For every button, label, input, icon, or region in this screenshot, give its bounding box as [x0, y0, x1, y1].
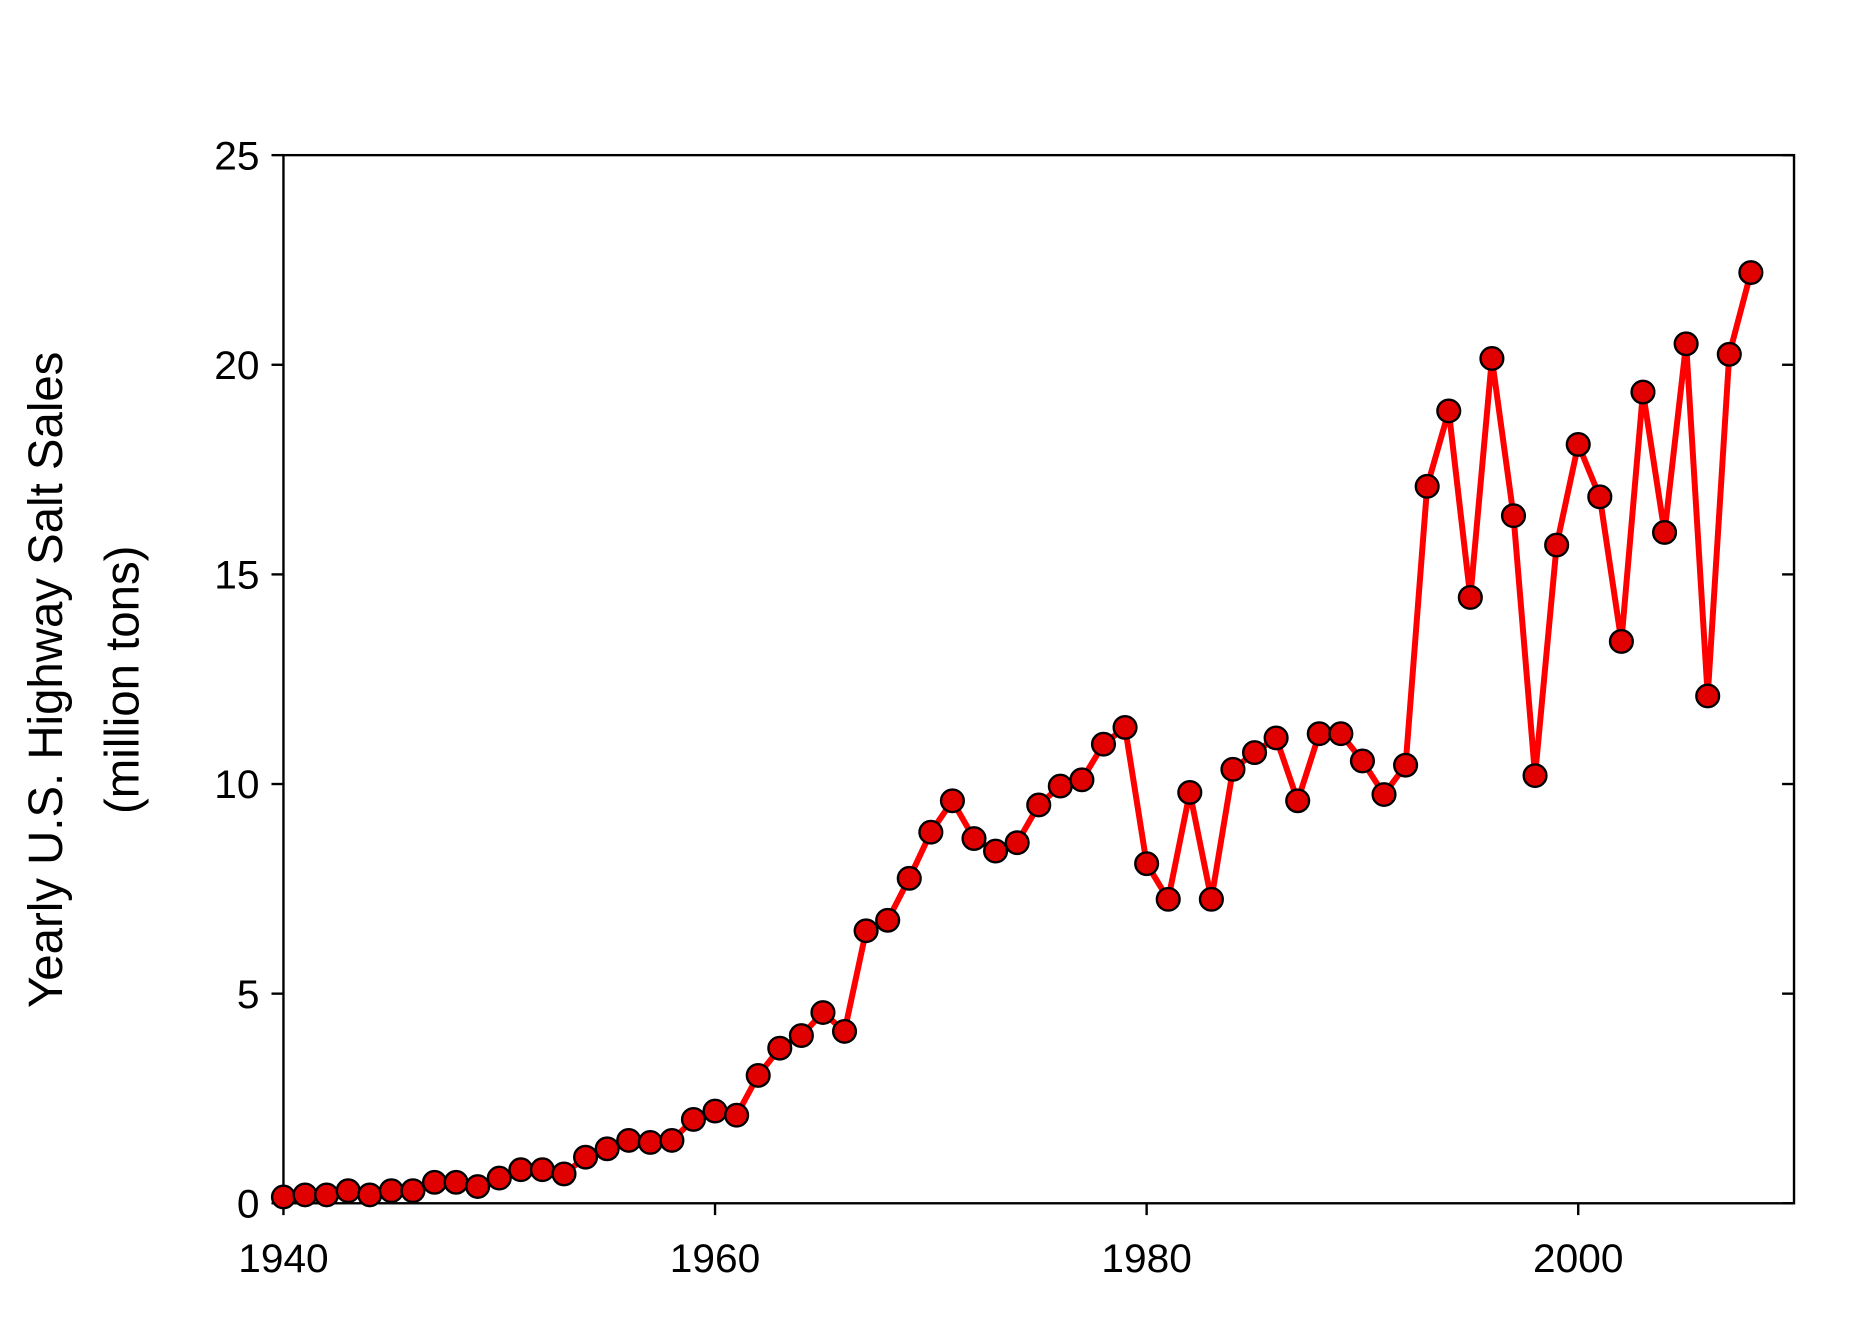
- data-point: [1263, 725, 1289, 751]
- data-point: [853, 918, 879, 944]
- data-point: [659, 1127, 685, 1153]
- data-point: [1608, 629, 1634, 654]
- y-label-line: (million tons): [97, 546, 150, 814]
- data-point: [551, 1161, 577, 1187]
- data-point: [1004, 830, 1030, 856]
- data-point: [1695, 683, 1721, 709]
- data-point: [1177, 779, 1203, 805]
- data-point: [1069, 767, 1095, 793]
- data-point: [1500, 503, 1527, 529]
- data-point: [1349, 748, 1375, 774]
- data-point: [292, 1182, 318, 1208]
- x-tick-label: 1940: [238, 1235, 328, 1281]
- data-point: [875, 907, 901, 933]
- x-tick-label: 1980: [1101, 1235, 1191, 1281]
- x-tick-label: 2000: [1533, 1235, 1623, 1281]
- data-point: [745, 1062, 771, 1088]
- y-tick-label: 15: [214, 552, 259, 598]
- data-point: [1220, 756, 1246, 782]
- data-point: [1112, 714, 1138, 740]
- data-point: [357, 1182, 383, 1208]
- plot-frame: [282, 153, 1796, 1205]
- data-point: [1371, 782, 1397, 807]
- data-point: [1479, 346, 1505, 371]
- data-point: [400, 1178, 426, 1204]
- data-point: [767, 1035, 793, 1061]
- data-point: [465, 1174, 491, 1199]
- data-point: [1134, 851, 1160, 877]
- data-point: [508, 1157, 534, 1183]
- data-point: [1306, 721, 1332, 747]
- data-point: [1651, 520, 1678, 545]
- data-point: [1241, 740, 1268, 766]
- data-point: [1630, 379, 1656, 405]
- data-point: [810, 1000, 836, 1025]
- data-point: [421, 1169, 448, 1195]
- y-tick-label: 10: [214, 761, 259, 807]
- y-tick-label: 25: [214, 133, 259, 179]
- data-point: [1673, 331, 1699, 357]
- data-point: [1090, 731, 1117, 757]
- data-point: [573, 1144, 599, 1170]
- data-point: [724, 1102, 750, 1128]
- data-point: [270, 1184, 297, 1210]
- x-tick-label: 1960: [670, 1235, 760, 1281]
- data-point: [702, 1098, 728, 1124]
- y-axis-label: Yearly U.S. Highway Salt Sales (million …: [20, 352, 150, 1008]
- data-point: [1716, 341, 1742, 367]
- data-point: [1738, 260, 1764, 285]
- data-point: [939, 788, 965, 814]
- data-point: [1393, 752, 1419, 778]
- data-point: [1457, 585, 1483, 610]
- data-line: [283, 271, 1754, 1200]
- data-point: [1155, 886, 1181, 912]
- data-point: [314, 1182, 340, 1208]
- y-label-line: Yearly U.S. Highway Salt Sales: [20, 352, 73, 1008]
- data-point: [378, 1178, 404, 1204]
- data-point: [1587, 484, 1613, 510]
- data-point: [1565, 431, 1591, 457]
- data-point: [1436, 398, 1462, 424]
- data-point: [529, 1157, 555, 1183]
- y-tick-label: 20: [214, 342, 259, 388]
- data-point: [594, 1136, 620, 1162]
- y-tick-label: 0: [237, 1181, 260, 1227]
- data-point: [1544, 532, 1570, 558]
- data-point: [443, 1169, 469, 1195]
- data-point: [486, 1165, 512, 1191]
- data-point: [831, 1018, 858, 1044]
- data-point: [1522, 763, 1548, 789]
- data-point: [680, 1106, 707, 1132]
- data-point: [1198, 886, 1224, 912]
- data-point: [961, 826, 987, 851]
- y-tick-label: 5: [237, 971, 260, 1017]
- data-point: [1285, 788, 1311, 814]
- data-point: [616, 1127, 642, 1153]
- data-point: [896, 865, 922, 891]
- data-point: [918, 819, 944, 845]
- data-point: [788, 1023, 814, 1049]
- data-point: [1047, 773, 1073, 799]
- data-point: [1026, 792, 1052, 818]
- data-point: [1328, 721, 1354, 747]
- data-point: [335, 1178, 361, 1204]
- data-point: [1414, 473, 1440, 499]
- data-point: [983, 838, 1009, 864]
- data-point: [637, 1130, 663, 1155]
